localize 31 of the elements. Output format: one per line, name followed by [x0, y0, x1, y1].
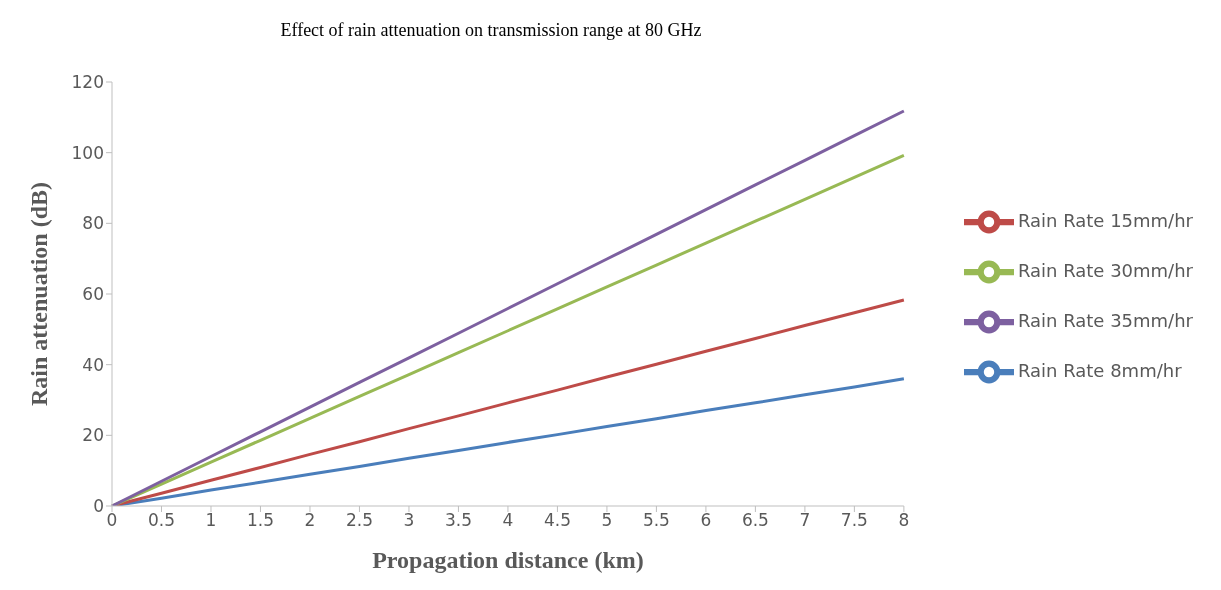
y-tick-label: 120 — [71, 72, 104, 93]
x-tick-label: 7 — [799, 510, 811, 531]
x-tick-label: 4.5 — [543, 510, 571, 531]
x-tick-label: 3 — [403, 510, 415, 531]
legend-label: Rain Rate 8mm/hr — [1017, 360, 1182, 381]
legend-label: Rain Rate 30mm/hr — [1017, 260, 1193, 281]
y-tick-label: 0 — [93, 496, 104, 517]
x-tick-label: 6 — [700, 510, 712, 531]
x-tick-label: 5.5 — [642, 510, 670, 531]
y-tick-label: 80 — [82, 213, 104, 234]
x-tick-label: 0 — [106, 510, 118, 531]
y-tick-label: 20 — [82, 425, 104, 446]
x-tick-label: 0.5 — [147, 510, 176, 531]
x-tick-label: 3.5 — [444, 510, 472, 531]
x-tick-label: 1 — [205, 510, 217, 531]
y-axis-title: Rain attenuation (dB) — [25, 181, 52, 407]
x-tick-label: 2 — [304, 510, 316, 531]
y-tick-label: 100 — [71, 142, 104, 163]
y-tick-label: 60 — [82, 284, 104, 305]
chart-title: Effect of rain attenuation on transmission range at 80 GHz — [279, 20, 703, 41]
x-tick-label: 4 — [502, 510, 514, 531]
legend-label: Rain Rate 15mm/hr — [1017, 210, 1193, 231]
legend-label: Rain Rate 35mm/hr — [1017, 310, 1193, 331]
x-tick-label: 2.5 — [345, 510, 373, 531]
x-axis-title: Propagation distance (km) — [372, 547, 644, 573]
x-tick-label: 1.5 — [246, 510, 274, 531]
x-tick-label: 6.5 — [741, 510, 769, 531]
x-tick-label: 7.5 — [840, 510, 868, 531]
y-tick-label: 40 — [82, 354, 104, 375]
x-tick-label: 5 — [601, 510, 613, 531]
x-tick-label: 8 — [898, 510, 910, 531]
